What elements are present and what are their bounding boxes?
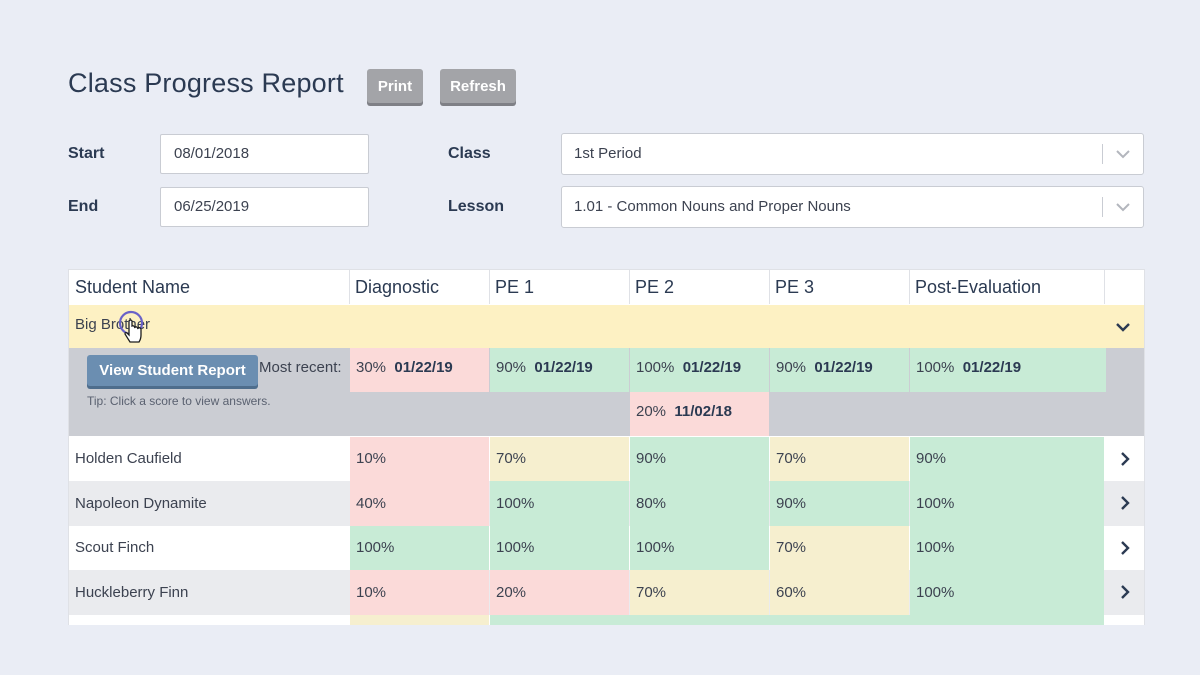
header-pe2: PE 2 bbox=[635, 277, 675, 297]
progress-table: Student Name Diagnostic PE 1 PE 2 PE 3 P… bbox=[68, 269, 1145, 625]
most-recent-label: Most recent: bbox=[259, 359, 342, 376]
recent-score-pe2[interactable]: 100% 01/22/19 bbox=[630, 348, 769, 392]
older-score-pe2[interactable]: 20% 11/02/18 bbox=[630, 392, 769, 436]
header-diagnostic: Diagnostic bbox=[355, 277, 440, 297]
recent-score-pe1[interactable]: 90% 01/22/19 bbox=[490, 348, 629, 392]
score-diagnostic[interactable]: 10% bbox=[350, 570, 489, 615]
page-title: Class Progress Report bbox=[68, 68, 344, 98]
header-divider bbox=[629, 270, 630, 304]
score-value: 90% bbox=[496, 359, 527, 376]
header-divider bbox=[489, 270, 490, 304]
score-date: 01/22/19 bbox=[394, 359, 453, 376]
end-date-input[interactable]: 06/25/2019 bbox=[160, 187, 369, 227]
student-name[interactable]: Scout Finch bbox=[75, 539, 155, 556]
lesson-label: Lesson bbox=[448, 198, 505, 215]
header-pe3: PE 3 bbox=[775, 277, 815, 297]
score-value: 90% bbox=[776, 359, 807, 376]
refresh-button[interactable]: Refresh bbox=[440, 69, 516, 103]
score-pe2[interactable]: 90% bbox=[630, 437, 769, 481]
score-pe3[interactable]: 60% bbox=[770, 570, 909, 615]
header-divider bbox=[349, 270, 350, 304]
student-name[interactable]: Napoleon Dynamite bbox=[75, 495, 207, 512]
chevron-right-icon[interactable] bbox=[1118, 451, 1132, 467]
score-diagnostic[interactable]: 10% bbox=[350, 437, 489, 481]
score-date: 01/22/19 bbox=[814, 359, 873, 376]
score-date: 01/22/19 bbox=[962, 359, 1022, 376]
header-pe1: PE 1 bbox=[495, 277, 535, 297]
score-date: 01/22/19 bbox=[534, 359, 593, 376]
score-diagnostic[interactable]: 100% bbox=[350, 526, 489, 570]
chevron-right-icon[interactable] bbox=[1118, 540, 1132, 556]
score-date: 11/02/18 bbox=[674, 403, 732, 420]
score-pe3[interactable]: 90% bbox=[770, 481, 909, 526]
score-post-evaluation[interactable]: 90% bbox=[910, 437, 1104, 481]
score-value: 20% bbox=[636, 403, 667, 420]
student-name[interactable]: Holden Caufield bbox=[75, 450, 182, 467]
start-date-input[interactable]: 08/01/2018 bbox=[160, 134, 369, 174]
start-label: Start bbox=[68, 145, 105, 162]
header-post-evaluation: Post-Evaluation bbox=[915, 277, 1042, 297]
print-button[interactable]: Print bbox=[367, 69, 423, 103]
class-select-value: 1st Period bbox=[574, 145, 642, 162]
score-pe2[interactable]: 70% bbox=[630, 570, 769, 615]
score-post-evaluation[interactable]: 100% bbox=[910, 526, 1104, 570]
score-value: 100% bbox=[916, 359, 955, 376]
score-post-evaluation[interactable]: 100% bbox=[910, 570, 1104, 615]
lesson-select-value: 1.01 - Common Nouns and Proper Nouns bbox=[574, 198, 851, 215]
recent-score-pe3[interactable]: 90% 01/22/19 bbox=[770, 348, 909, 392]
recent-score-post-evaluation[interactable]: 100% 01/22/19 bbox=[910, 348, 1106, 392]
chevron-right-icon[interactable] bbox=[1118, 495, 1132, 511]
score-pe1[interactable]: 70% bbox=[490, 437, 629, 481]
class-label: Class bbox=[448, 145, 491, 162]
chevron-down-icon[interactable] bbox=[1115, 147, 1131, 161]
view-student-report-button[interactable]: View Student Report bbox=[87, 355, 258, 386]
score-date: 01/22/19 bbox=[682, 359, 742, 376]
select-separator bbox=[1102, 144, 1103, 164]
class-select[interactable]: 1st Period bbox=[561, 133, 1144, 175]
score-pe2[interactable]: 100% bbox=[630, 526, 769, 570]
student-name[interactable]: Huckleberry Finn bbox=[75, 584, 189, 601]
chevron-right-icon[interactable] bbox=[1118, 584, 1132, 600]
score-diagnostic[interactable]: 40% bbox=[350, 481, 489, 526]
chevron-down-icon[interactable] bbox=[1116, 319, 1130, 335]
end-label: End bbox=[68, 198, 99, 215]
header-divider bbox=[769, 270, 770, 304]
score-pe1[interactable]: 20% bbox=[490, 570, 629, 615]
score-pe3[interactable]: 70% bbox=[770, 437, 909, 481]
tip-text: Tip: Click a score to view answers. bbox=[87, 394, 271, 408]
header-divider bbox=[1104, 270, 1105, 304]
score-value: 30% bbox=[356, 359, 387, 376]
header-divider bbox=[909, 270, 910, 304]
score-pe1[interactable]: 100% bbox=[490, 481, 629, 526]
chevron-down-icon[interactable] bbox=[1115, 200, 1131, 214]
score-value: 100% bbox=[636, 359, 675, 376]
score-post-evaluation[interactable]: 100% bbox=[910, 481, 1104, 526]
header-student-name: Student Name bbox=[75, 277, 191, 297]
cursor-hand-icon bbox=[118, 310, 144, 343]
table-row-expanded[interactable]: Big Brother bbox=[69, 305, 1144, 348]
score-pe2[interactable]: 80% bbox=[630, 481, 769, 526]
recent-score-diagnostic[interactable]: 30% 01/22/19 bbox=[350, 348, 489, 392]
score-diagnostic[interactable] bbox=[350, 615, 489, 625]
select-separator bbox=[1102, 197, 1103, 217]
lesson-select[interactable]: 1.01 - Common Nouns and Proper Nouns bbox=[561, 186, 1144, 228]
score-pe3[interactable]: 70% bbox=[770, 526, 909, 570]
score-pe1[interactable]: 100% bbox=[490, 526, 629, 570]
score-cells[interactable] bbox=[490, 615, 1104, 625]
